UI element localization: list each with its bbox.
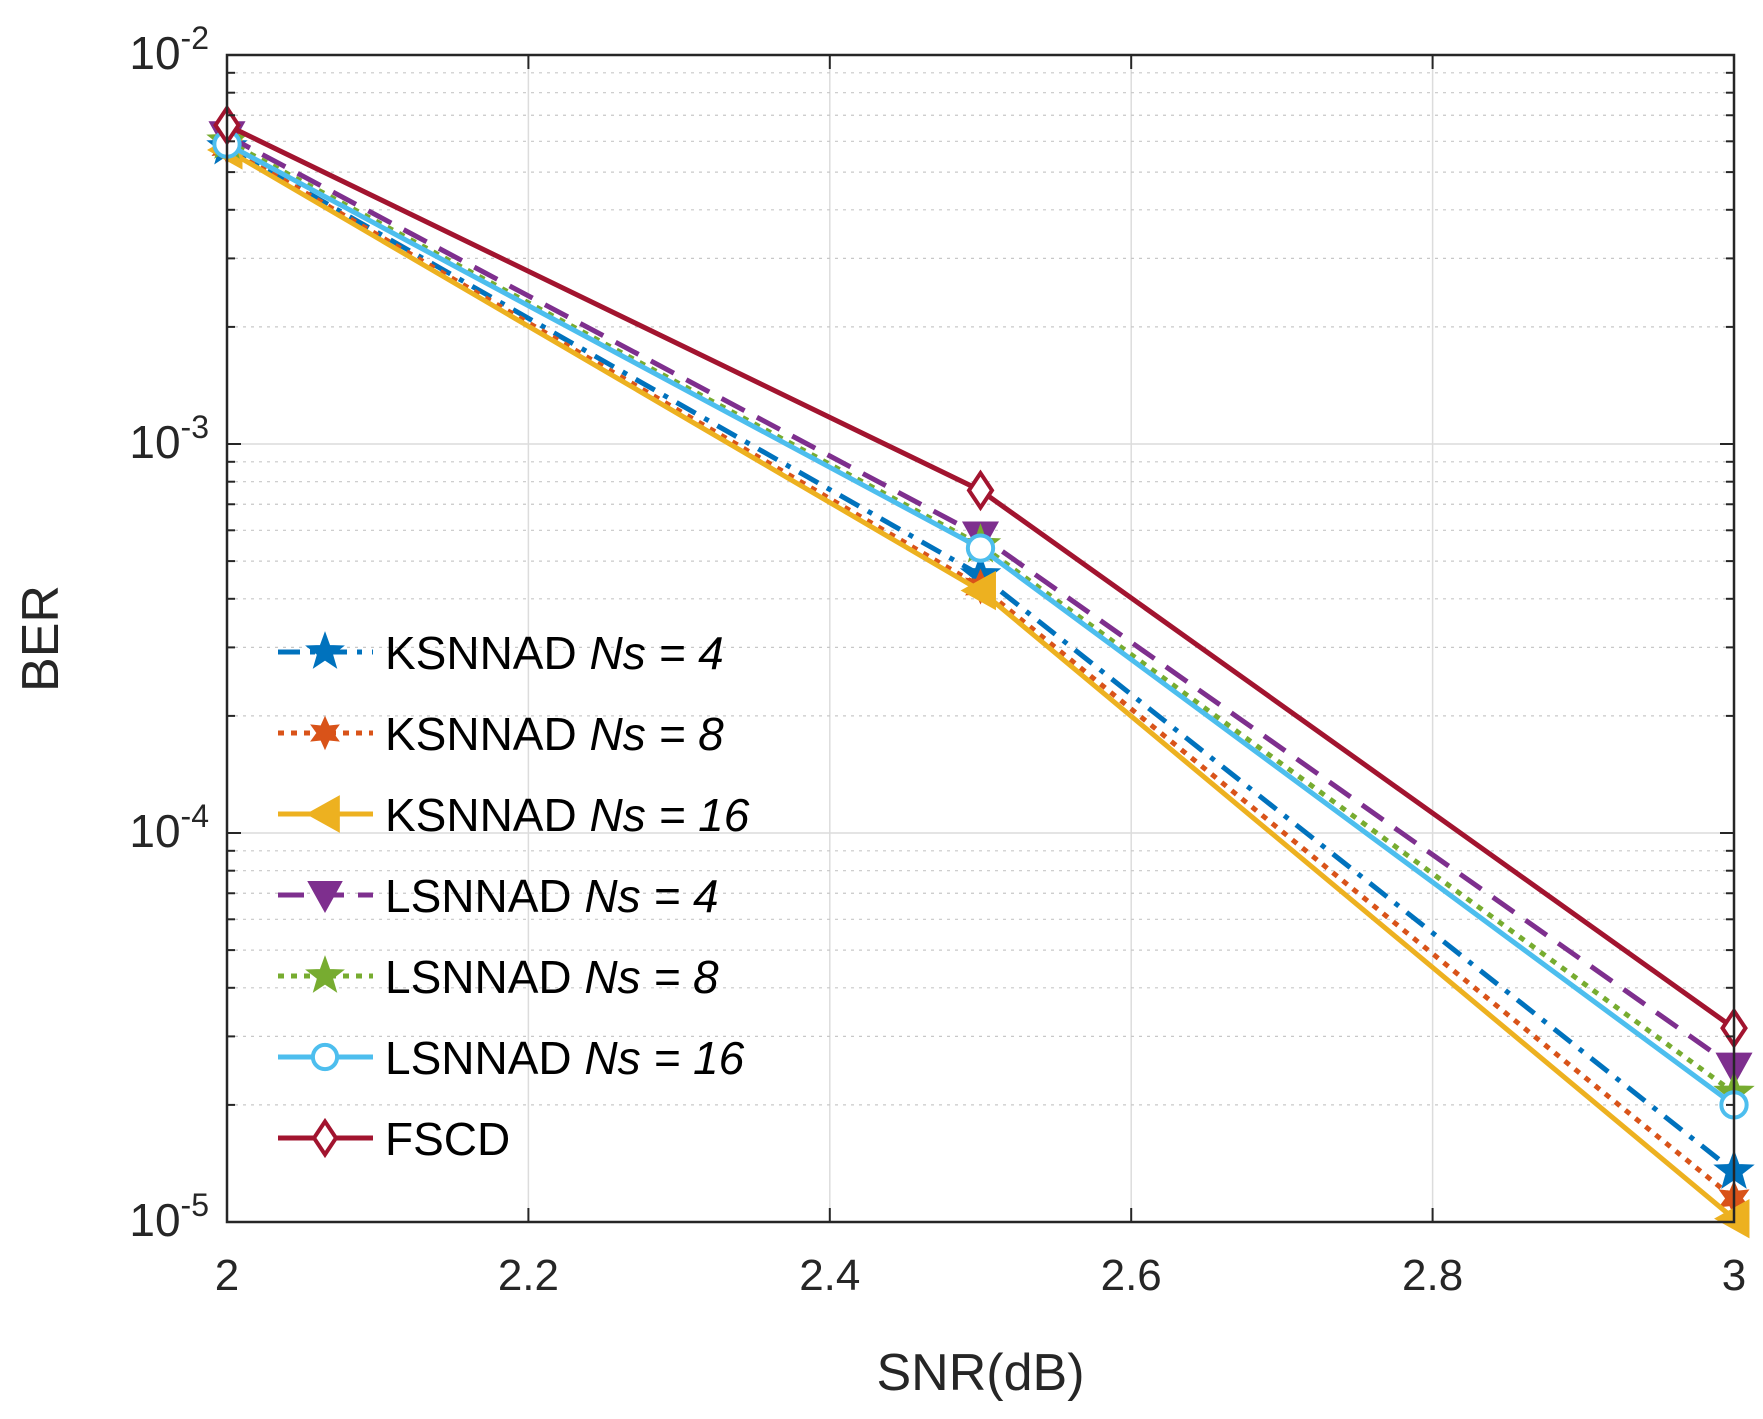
legend-item: KSNNAD Ns = 16 xyxy=(278,789,750,841)
marker-triangle-left xyxy=(305,795,340,833)
x-tick-label: 2.6 xyxy=(1101,1251,1162,1300)
data-point xyxy=(966,469,995,512)
legend-label: LSNNAD Ns = 4 xyxy=(385,870,719,922)
legend-item: KSNNAD Ns = 8 xyxy=(278,708,724,760)
x-tick-label: 2.8 xyxy=(1402,1251,1463,1300)
y-tick-label: 10-5 xyxy=(129,1187,209,1246)
legend-label: KSNNAD Ns = 16 xyxy=(385,789,750,841)
legend: KSNNAD Ns = 4 KSNNAD Ns = 8 KSNNAD Ns = 16… xyxy=(278,627,750,1165)
marker-circle xyxy=(310,1042,340,1072)
legend-item: FSCD xyxy=(278,1113,510,1165)
legend-item: LSNNAD Ns = 16 xyxy=(278,1032,745,1084)
legend-label: FSCD xyxy=(385,1113,510,1165)
marker-hexagram xyxy=(310,715,340,751)
data-point xyxy=(1714,1198,1750,1239)
plot-frame xyxy=(225,53,1736,1224)
y-tick-label: 10-2 xyxy=(129,20,209,79)
axis-ticks: 2 2.2 2.4 2.6 2.8 3 10-2 10-3 10-4 10-5 xyxy=(129,20,1746,1300)
legend-label: LSNNAD Ns = 16 xyxy=(385,1032,745,1084)
series-6 xyxy=(212,129,1749,1120)
y-axis-title: BER xyxy=(12,585,70,692)
legend-item: KSNNAD Ns = 4 xyxy=(278,627,724,679)
x-tick-label: 2.4 xyxy=(799,1251,860,1300)
x-tick-label: 2.2 xyxy=(498,1251,559,1300)
y-tick-label: 10-4 xyxy=(129,798,209,857)
legend-item: LSNNAD Ns = 8 xyxy=(278,951,719,1003)
marker-triangle-down xyxy=(307,881,343,914)
x-tick-label: 2 xyxy=(215,1251,239,1300)
legend-label: LSNNAD Ns = 8 xyxy=(385,951,719,1003)
legend-label: KSNNAD Ns = 8 xyxy=(385,708,724,760)
marker-star xyxy=(305,955,345,993)
data-point xyxy=(965,533,996,563)
marker-star xyxy=(305,631,345,669)
y-tick-label: 10-3 xyxy=(129,409,209,468)
x-axis-title: SNR(dB) xyxy=(876,1344,1084,1402)
legend-label: KSNNAD Ns = 4 xyxy=(385,627,724,679)
data-point xyxy=(960,570,996,611)
x-tick-label: 3 xyxy=(1722,1251,1746,1300)
marker-diamond xyxy=(311,1117,339,1159)
legend-item: LSNNAD Ns = 4 xyxy=(278,870,719,922)
